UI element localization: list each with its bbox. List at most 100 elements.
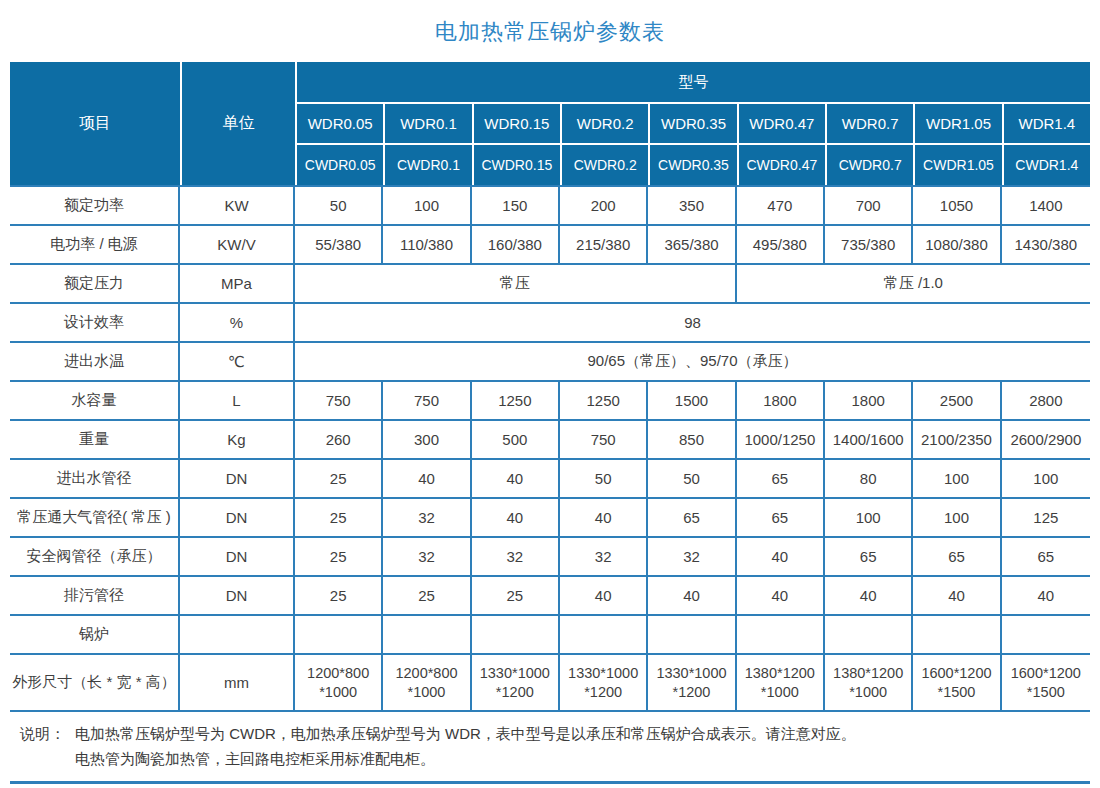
value-cell: 40: [737, 538, 825, 575]
value-cell: 1600*1200 *1500: [1002, 655, 1090, 710]
row-label: 设计效率: [10, 304, 180, 341]
row-label: 进出水温: [10, 343, 180, 380]
model-header-cell: CWDR0.47: [737, 143, 825, 185]
value-cell: 735/380: [825, 226, 913, 263]
value-cell: 1250: [472, 382, 560, 419]
value-cell: 50: [648, 460, 736, 497]
table-row: 额定压力MPa常压常压 /1.0: [10, 265, 1090, 304]
note-section: 说明： 电加热常压锅炉型号为 CWDR，电加热承压锅炉型号为 WDR，表中型号是…: [20, 722, 1090, 772]
value-cell: 1330*1000 *1200: [560, 655, 648, 710]
model-header-cell: WDR0.7: [825, 102, 913, 143]
value-cell: 750: [295, 382, 383, 419]
value-cell: [472, 616, 560, 653]
model-header-cell: CWDR0.35: [648, 143, 736, 185]
value-cell: 300: [383, 421, 471, 458]
value-cell: 25: [383, 577, 471, 614]
value-cell: 1380*1200 *1000: [737, 655, 825, 710]
table-row: 外形尺寸（长 * 宽 * 高）mm1200*800 *10001200*800 …: [10, 655, 1090, 712]
row-label: 锅炉: [10, 616, 180, 653]
value-cell: 40: [472, 499, 560, 536]
header-unit: 单位: [180, 62, 295, 185]
value-cell: 700: [825, 187, 913, 224]
value-cell: 40: [560, 499, 648, 536]
value-cell: 40: [560, 577, 648, 614]
value-cell: 65: [913, 538, 1001, 575]
value-cell: [1002, 616, 1090, 653]
page-title: 电加热常压锅炉参数表: [0, 0, 1100, 47]
row-label: 电功率 / 电源: [10, 226, 180, 263]
unit-cell: DN: [180, 538, 295, 575]
value-cell: 40: [737, 577, 825, 614]
value-cell: [737, 616, 825, 653]
parameter-sheet-page: 电加热常压锅炉参数表 项目 单位 型号 WDR0.05WDR0.1WDR0.15…: [0, 0, 1100, 788]
value-cell: 1330*1000 *1200: [472, 655, 560, 710]
table-body: 额定功率KW5010015020035047070010501400电功率 / …: [10, 185, 1090, 712]
value-cell: 1330*1000 *1200: [648, 655, 736, 710]
model-header-cell: WDR0.2: [560, 102, 648, 143]
value-cell: 100: [913, 460, 1001, 497]
value-cell: 750: [383, 382, 471, 419]
value-cell: 32: [472, 538, 560, 575]
value-cell: 40: [913, 577, 1001, 614]
value-cell: 65: [737, 460, 825, 497]
value-cell: 260: [295, 421, 383, 458]
model-header-cell: CWDR0.15: [472, 143, 560, 185]
value-cell: [825, 616, 913, 653]
value-cell-span: 常压 /1.0: [737, 265, 1090, 302]
unit-cell: KW: [180, 187, 295, 224]
value-cell: 65: [1002, 538, 1090, 575]
value-cell: 495/380: [737, 226, 825, 263]
value-cell: 2600/2900: [1002, 421, 1090, 458]
value-cell: [560, 616, 648, 653]
header-model: 型号: [295, 62, 1090, 102]
header-item: 项目: [10, 62, 180, 185]
model-header-cell: CWDR0.1: [383, 143, 471, 185]
value-cell: [648, 616, 736, 653]
table-row: 锅炉: [10, 616, 1090, 655]
value-cell: 1800: [825, 382, 913, 419]
table-row: 额定功率KW5010015020035047070010501400: [10, 187, 1090, 226]
value-cell: 32: [383, 538, 471, 575]
model-header-cell: CWDR0.05: [295, 143, 383, 185]
value-cell: 25: [472, 577, 560, 614]
table-row: 水容量L7507501250125015001800180025002800: [10, 382, 1090, 421]
row-label: 常压通大气管径( 常压 ): [10, 499, 180, 536]
parameter-table: 项目 单位 型号 WDR0.05WDR0.1WDR0.15WDR0.2WDR0.…: [10, 62, 1090, 712]
value-cell: 1400/1600: [825, 421, 913, 458]
table-row: 进出水温℃90/65（常压）、95/70（承压）: [10, 343, 1090, 382]
value-cell: 100: [1002, 460, 1090, 497]
row-label: 重量: [10, 421, 180, 458]
value-cell: 25: [295, 538, 383, 575]
value-cell-span: 常压: [295, 265, 737, 302]
unit-cell: DN: [180, 460, 295, 497]
note-label: 说明：: [20, 722, 65, 747]
row-label: 进出水管径: [10, 460, 180, 497]
value-cell: 80: [825, 460, 913, 497]
value-cell: 40: [1002, 577, 1090, 614]
value-cell: 40: [472, 460, 560, 497]
value-cell: 1400: [1002, 187, 1090, 224]
value-cell: 1200*800 *1000: [295, 655, 383, 710]
model-header-cell: CWDR0.7: [825, 143, 913, 185]
value-cell: 40: [648, 577, 736, 614]
note-line: 电加热常压锅炉型号为 CWDR，电加热承压锅炉型号为 WDR，表中型号是以承压和…: [75, 722, 856, 747]
value-cell: [295, 616, 383, 653]
row-label: 排污管径: [10, 577, 180, 614]
model-header-cell: WDR1.4: [1002, 102, 1090, 143]
model-header-cell: WDR0.1: [383, 102, 471, 143]
value-cell: 100: [383, 187, 471, 224]
model-header-cell: WDR0.15: [472, 102, 560, 143]
unit-cell: mm: [180, 655, 295, 710]
value-cell: 100: [825, 499, 913, 536]
value-cell: 160/380: [472, 226, 560, 263]
unit-cell: MPa: [180, 265, 295, 302]
value-cell-span: 98: [295, 304, 1090, 341]
table-row: 常压通大气管径( 常压 )DN253240406565100100125: [10, 499, 1090, 538]
value-cell: 2100/2350: [913, 421, 1001, 458]
value-cell: 50: [295, 187, 383, 224]
table-header: 项目 单位 型号 WDR0.05WDR0.1WDR0.15WDR0.2WDR0.…: [10, 62, 1090, 185]
value-cell: 1500: [648, 382, 736, 419]
row-label: 额定功率: [10, 187, 180, 224]
value-cell: 500: [472, 421, 560, 458]
table-row: 进出水管径DN25404050506580100100: [10, 460, 1090, 499]
